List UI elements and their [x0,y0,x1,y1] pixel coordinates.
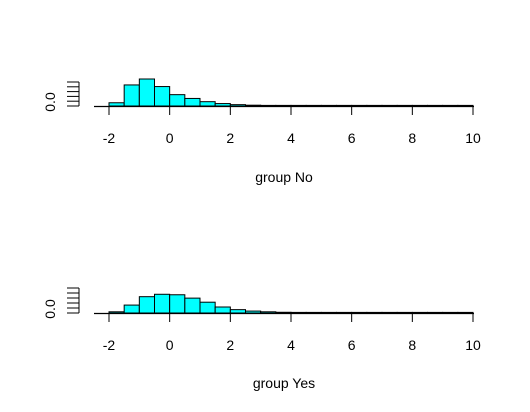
histogram-bar [245,310,262,314]
x-tick-label: 6 [348,130,356,146]
y-tick-label: 0.0 [42,299,58,319]
x-tick-label: 6 [348,337,356,353]
histogram-bar [123,304,140,314]
x-tick-label: 8 [408,130,416,146]
histogram-bar [154,86,171,107]
histogram-bar [199,301,216,314]
x-tick-label: 2 [226,130,234,146]
histogram-bar [199,101,216,107]
y-tick-label: 0.0 [42,92,58,112]
histogram-bar [138,78,155,107]
histogram-bar [214,103,231,107]
x-tick-label: 10 [465,130,481,146]
histogram-bar [108,102,125,107]
histogram-bar [123,84,140,107]
x-tick-label: 0 [166,337,174,353]
histogram-bar [184,97,201,107]
x-tick-label: 2 [226,337,234,353]
histogram-bar [169,94,186,107]
x-tick-label: -2 [103,337,116,353]
histogram-panel-1: -2 0 2 4 6 8 10 0.0 group No [42,78,481,185]
histogram-bar [229,104,246,107]
histogram-bar [154,293,171,314]
histogram-bar [169,294,186,314]
histogram-bar [275,311,292,314]
histogram-panel-2: -2 0 2 4 6 8 10 0.0 group Yes [42,287,481,391]
x-axis-label: group Yes [253,375,315,391]
histogram-bar [138,296,155,314]
x-tick-label: 10 [465,337,481,353]
x-tick-label: -2 [103,130,116,146]
histogram-bar [260,311,277,314]
histogram-bar [108,311,125,314]
x-tick-label: 4 [287,130,295,146]
histogram-bar [229,309,246,314]
histogram-bar [214,306,231,314]
histogram-bar [245,104,262,107]
x-axis-label: group No [255,169,313,185]
x-tick-label: 8 [408,337,416,353]
histogram-bar [184,297,201,314]
x-tick-label: 4 [287,337,295,353]
x-tick-label: 0 [166,130,174,146]
